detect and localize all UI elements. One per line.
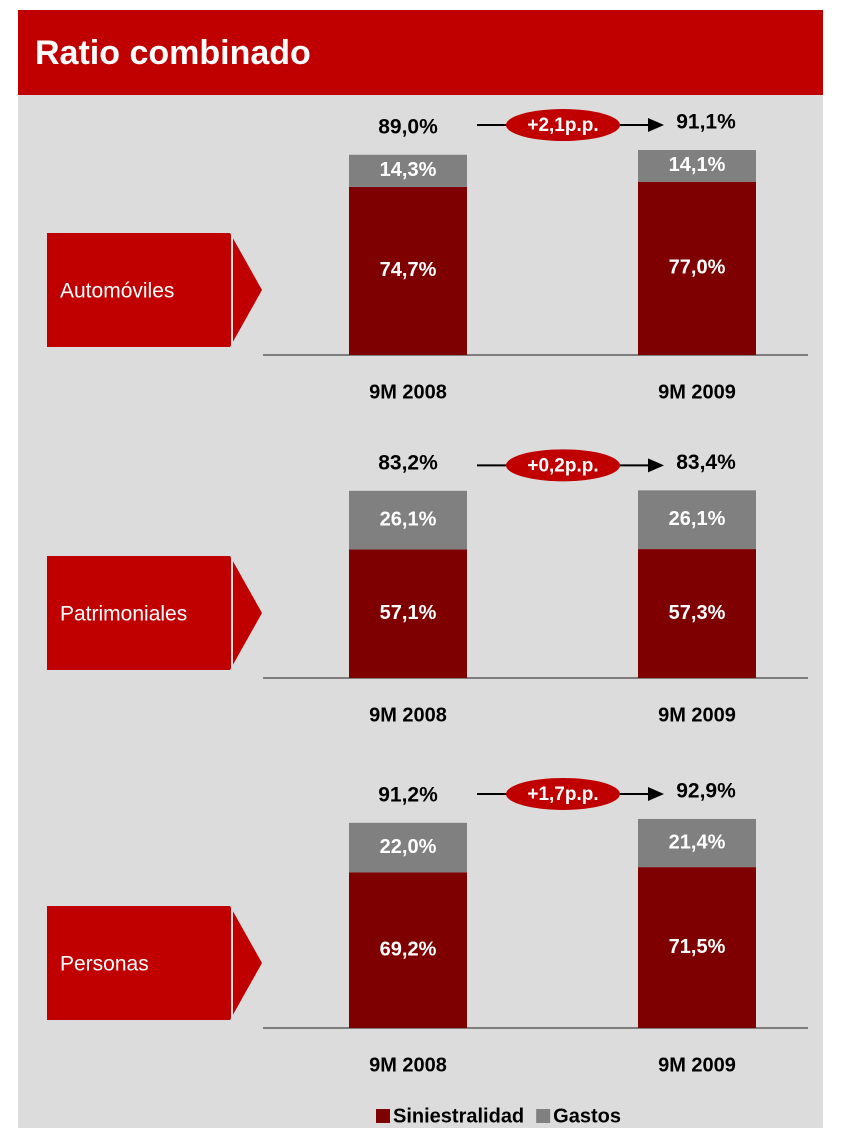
bar-segment	[349, 186, 467, 355]
bar-segment	[349, 490, 467, 550]
bar-segment	[349, 872, 467, 1028]
annotation-oval	[506, 449, 620, 482]
title-banner	[18, 10, 823, 95]
legend-label: Siniestralidad	[393, 1105, 524, 1127]
total-label: 92,9%	[676, 780, 736, 803]
total-label: 91,2%	[378, 783, 438, 806]
bar-segment	[638, 150, 756, 182]
category-label: Personas	[60, 953, 149, 976]
value-label: 26,1%	[380, 508, 437, 530]
value-label: 71,5%	[669, 936, 726, 958]
value-label: 14,3%	[380, 159, 437, 181]
arrow-head	[648, 786, 664, 801]
value-label: 74,7%	[380, 259, 437, 281]
x-tick-label: 9M 2008	[369, 381, 447, 403]
title: Ratio combinado	[35, 34, 311, 72]
annotation-oval	[506, 109, 620, 142]
category-label: Patrimoniales	[60, 603, 187, 626]
category-box	[47, 906, 262, 1020]
x-tick-label: 9M 2009	[658, 1054, 736, 1076]
annotation: +0,2p.p.	[527, 455, 598, 476]
value-label: 22,0%	[380, 836, 437, 858]
x-tick-label: 9M 2009	[658, 381, 736, 403]
arrow-head	[648, 118, 664, 133]
category-label: Automóviles	[60, 280, 174, 303]
value-label: 26,1%	[669, 508, 726, 530]
value-label: 21,4%	[669, 831, 726, 853]
bar-segment	[638, 818, 756, 868]
arrow-head	[648, 458, 664, 473]
bar-segment	[349, 154, 467, 187]
legend-swatch	[376, 1109, 390, 1123]
x-tick-label: 9M 2009	[658, 704, 736, 726]
value-label: 57,3%	[669, 602, 726, 624]
bar-segment	[638, 490, 756, 550]
bar-segment	[349, 822, 467, 873]
annotation-oval	[506, 777, 620, 810]
category-box	[47, 233, 262, 347]
x-tick-label: 9M 2008	[369, 704, 447, 726]
value-label: 57,1%	[380, 602, 437, 624]
x-tick-label: 9M 2008	[369, 1054, 447, 1076]
bar-segment	[638, 549, 756, 678]
bar-segment	[638, 181, 756, 355]
value-label: 14,1%	[669, 154, 726, 176]
annotation: +1,7p.p.	[527, 784, 598, 805]
legend-label: Gastos	[553, 1105, 621, 1127]
category-box	[47, 556, 262, 670]
value-label: 69,2%	[380, 938, 437, 960]
total-label: 83,2%	[378, 451, 438, 474]
legend-swatch	[536, 1109, 551, 1123]
total-label: 83,4%	[676, 451, 736, 474]
annotation: +2,1p.p.	[527, 115, 598, 136]
bar-segment	[638, 867, 756, 1028]
total-label: 91,1%	[676, 111, 736, 134]
bar-segment	[349, 549, 467, 678]
total-label: 89,0%	[378, 115, 438, 138]
value-label: 77,0%	[669, 257, 726, 279]
